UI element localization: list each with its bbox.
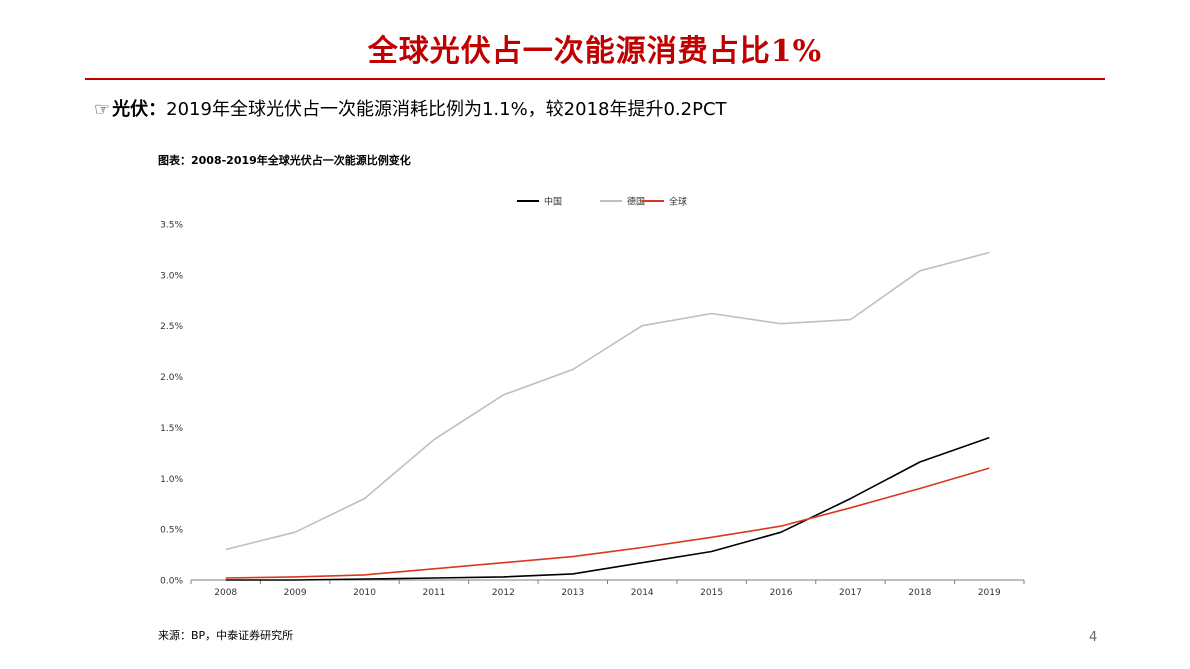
x-tick-label: 2008 xyxy=(214,588,237,598)
legend-label: 德国 xyxy=(627,196,645,208)
legend-label: 全球 xyxy=(669,196,687,208)
x-tick-label: 2016 xyxy=(770,588,793,598)
bullet-text: 2019年全球光伏占一次能源消耗比例为1.1%，较2018年提升0.2PCT xyxy=(166,99,727,120)
y-tick-label: 1.0% xyxy=(160,475,183,485)
page-number: 4 xyxy=(1089,630,1098,645)
y-axis: 0.0% 0.5% 1.0% 1.5% 2.0% 2.5% 3.0% 3.5% xyxy=(160,221,183,587)
bullet-lead: 光伏： xyxy=(112,99,167,120)
x-tick-label: 2012 xyxy=(492,588,515,598)
x-tick-label: 2015 xyxy=(700,588,723,598)
x-axis: 2008 2009 2010 2011 2012 2013 2014 2015 2016 2017… xyxy=(190,579,1025,598)
series-line-1 xyxy=(225,251,990,551)
legend-label: 中国 xyxy=(544,196,562,208)
chart-caption: 图表：2008-2019年全球光伏占一次能源比例变化 xyxy=(158,154,411,167)
page-title: 全球光伏占一次能源消费占比1% xyxy=(367,34,823,69)
x-tick-label: 2014 xyxy=(631,588,654,598)
y-tick-label: 2.5% xyxy=(160,322,183,332)
y-tick-label: 0.0% xyxy=(160,577,183,587)
y-tick-label: 1.5% xyxy=(160,424,183,434)
x-tick-label: 2009 xyxy=(284,588,307,598)
x-tick-label: 2018 xyxy=(908,588,931,598)
x-tick-label: 2019 xyxy=(978,588,1001,598)
x-tick-label: 2017 xyxy=(839,588,862,598)
x-tick-label: 2011 xyxy=(423,588,446,598)
source-note: 来源：BP，中泰证券研究所 xyxy=(158,629,294,642)
x-tick-label: 2010 xyxy=(353,588,376,598)
series-line-2 xyxy=(225,467,990,579)
series-line-0 xyxy=(225,436,990,581)
y-tick-label: 0.5% xyxy=(160,526,183,536)
title-divider xyxy=(85,78,1105,80)
x-tick-label: 2013 xyxy=(561,588,584,598)
pointing-hand-icon: ☞ xyxy=(94,99,111,120)
y-tick-label: 2.0% xyxy=(160,373,183,383)
y-tick-label: 3.5% xyxy=(160,221,183,231)
series-lines xyxy=(225,251,990,581)
legend: 中国 德国 全球 xyxy=(517,196,687,208)
y-tick-label: 3.0% xyxy=(160,271,183,281)
bullet-line: ☞ 光伏：2019年全球光伏占一次能源消耗比例为1.1%，较2018年提升0.2P… xyxy=(94,95,727,121)
